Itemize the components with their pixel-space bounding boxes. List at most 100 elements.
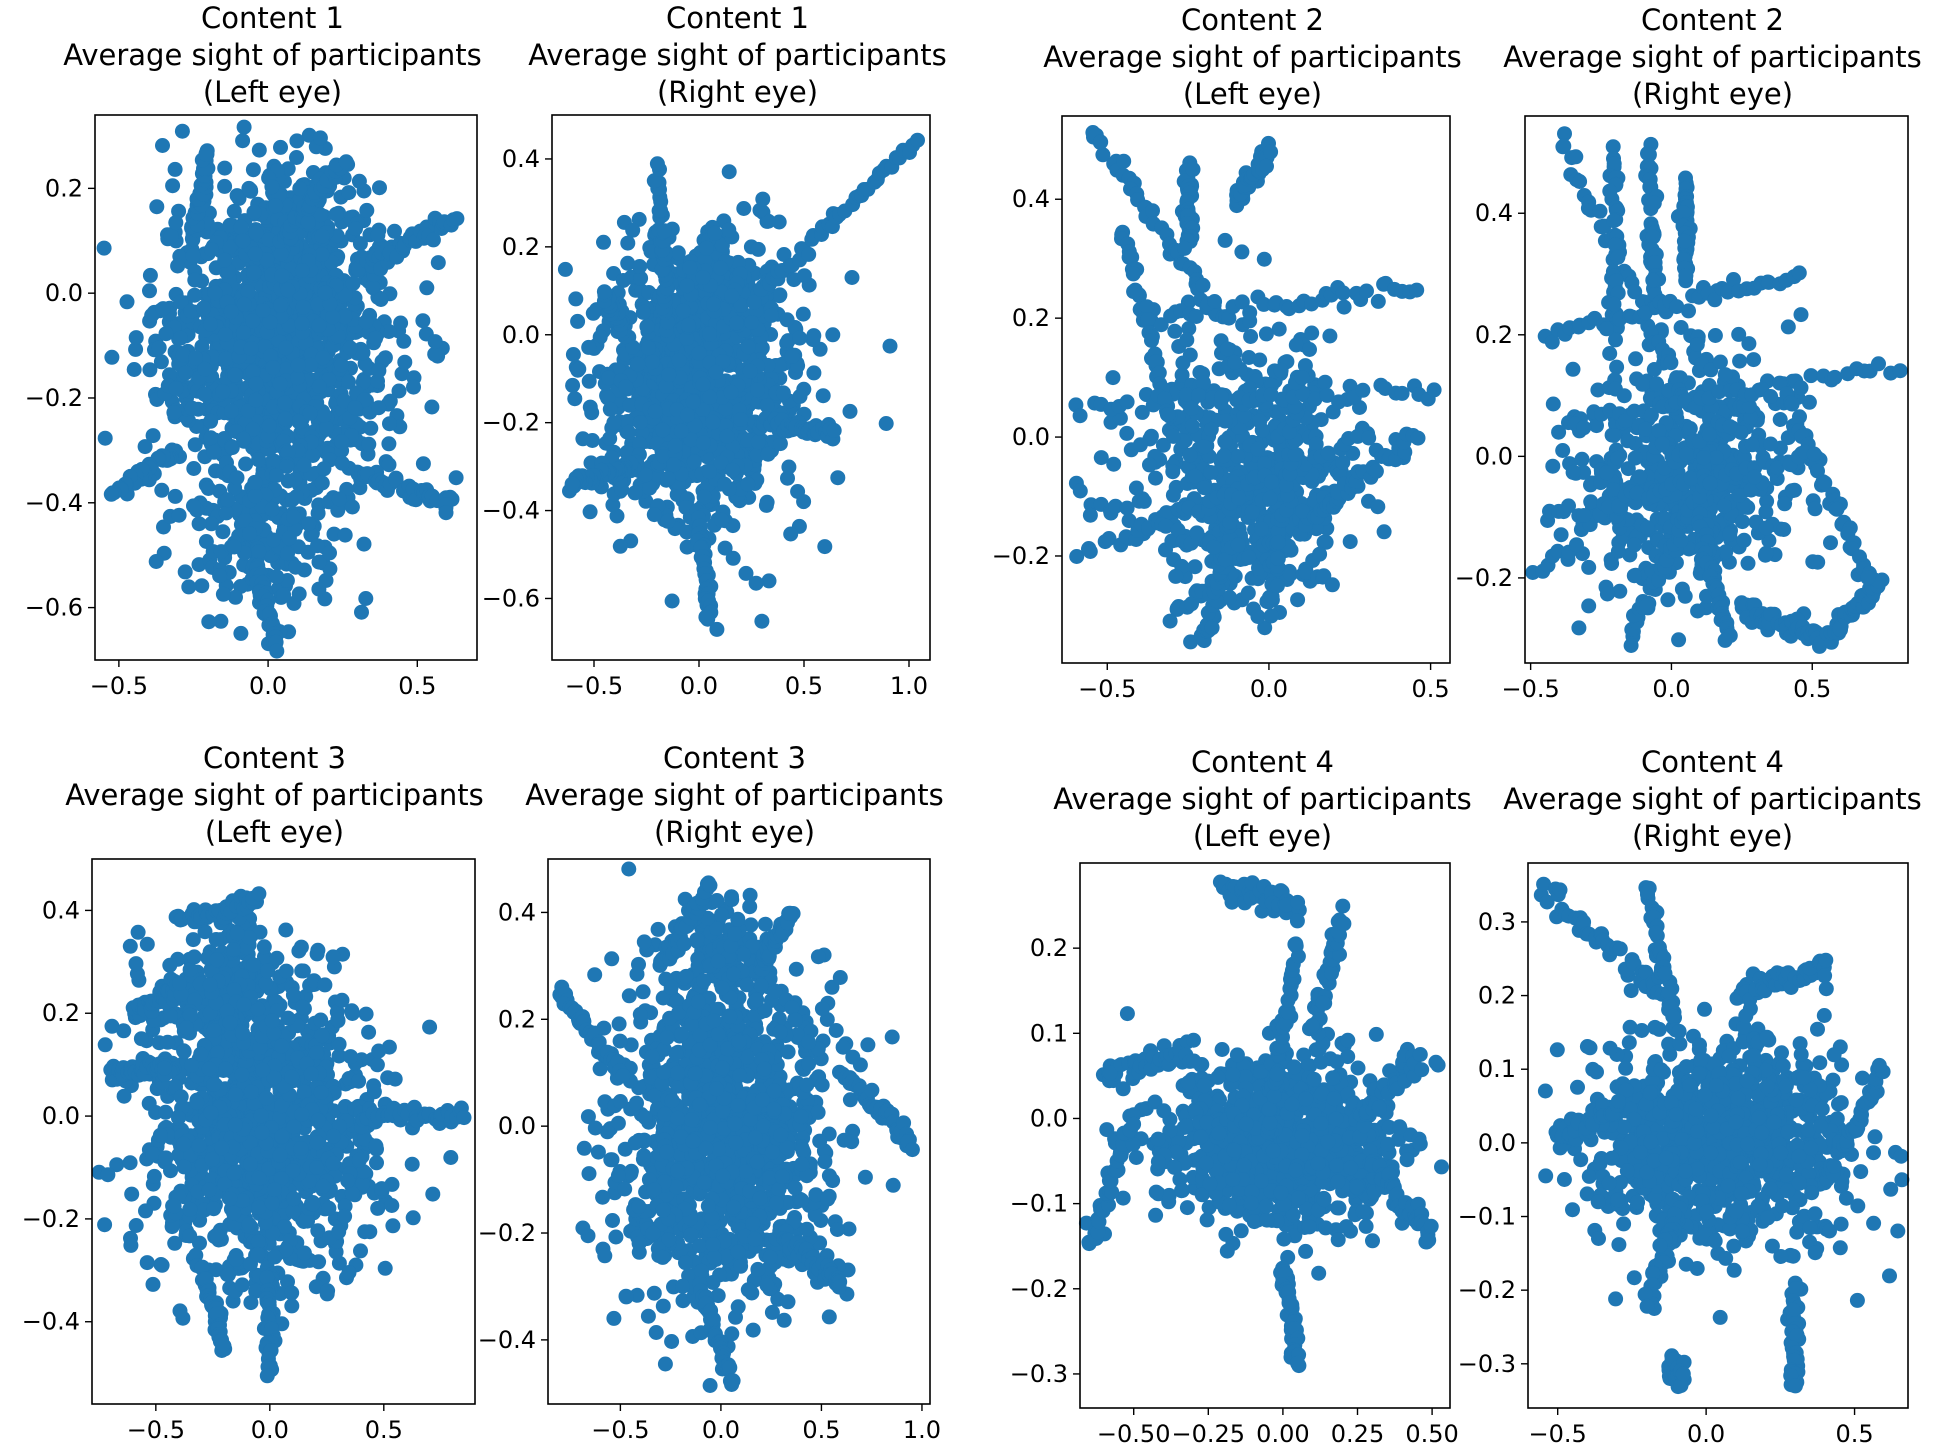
scatter-point xyxy=(301,516,317,532)
scatter-point xyxy=(1259,158,1274,174)
scatter-point xyxy=(1187,468,1203,484)
scatter-point xyxy=(224,440,240,456)
scatter-point xyxy=(1606,156,1622,172)
scatter-point xyxy=(1682,421,1698,436)
scatter-point xyxy=(910,132,925,148)
scatter-point xyxy=(1184,596,1199,612)
title-line-content: Content 2 xyxy=(1640,3,1784,37)
scatter-point xyxy=(356,536,372,552)
scatter-point xyxy=(1069,549,1085,564)
scatter-point xyxy=(1675,205,1691,221)
scatter-point xyxy=(292,181,308,197)
scatter-point xyxy=(1112,410,1128,426)
scatter-point xyxy=(635,304,651,320)
scatter-point xyxy=(370,227,386,243)
scatter-point xyxy=(1174,367,1190,383)
scatter-point xyxy=(695,376,711,392)
scatter-point xyxy=(361,436,377,452)
scatter-point xyxy=(163,228,179,244)
scatter-point xyxy=(656,223,672,239)
scatter-point xyxy=(721,222,737,238)
scatter-point xyxy=(708,364,724,380)
scatter-point xyxy=(1168,568,1184,584)
scatter-point xyxy=(1294,370,1310,386)
scatter-point xyxy=(633,270,649,286)
scatter-point xyxy=(1733,425,1749,440)
scatter-point xyxy=(639,318,655,334)
scatter-point xyxy=(212,568,228,584)
scatter-point xyxy=(165,178,181,194)
scatter-point xyxy=(1628,351,1644,367)
scatter-point xyxy=(702,326,717,342)
scatter-point xyxy=(817,539,833,555)
scatter-points xyxy=(1525,126,1908,654)
scatter-point xyxy=(1551,424,1567,440)
scatter-point xyxy=(749,447,765,463)
scatter-point xyxy=(882,338,898,354)
scatter-point xyxy=(1759,493,1775,509)
scatter-point xyxy=(1278,477,1294,493)
scatter-point xyxy=(660,513,676,529)
scatter-point xyxy=(371,363,387,379)
scatter-point xyxy=(347,400,363,416)
scatter-point xyxy=(231,190,247,206)
scatter-point xyxy=(627,485,643,501)
scatter-point xyxy=(780,470,795,486)
scatter-point xyxy=(248,392,264,408)
scatter-point xyxy=(128,341,144,357)
scatter-point xyxy=(372,180,387,196)
scatter-point xyxy=(145,428,161,444)
scatter-point xyxy=(1606,213,1622,229)
scatter-point xyxy=(705,414,721,430)
scatter-point xyxy=(1290,592,1306,608)
scatter-point xyxy=(302,405,318,421)
scatter-point xyxy=(248,376,264,392)
title-line-eye: (Right eye) xyxy=(656,75,819,109)
scatter-point xyxy=(1164,533,1180,549)
scatter-point xyxy=(1148,470,1163,486)
scatter-point xyxy=(1602,183,1618,199)
scatter-point xyxy=(148,554,164,569)
scatter-point xyxy=(207,285,223,301)
scatter-point xyxy=(792,330,808,346)
scatter-point xyxy=(686,454,702,470)
scatter-point xyxy=(1121,513,1137,529)
scatter-point xyxy=(269,643,285,659)
scatter-point xyxy=(310,538,325,554)
scatter-point xyxy=(1095,147,1111,163)
scatter-point xyxy=(358,314,374,330)
scatter-point xyxy=(1262,490,1278,506)
scatter-point xyxy=(177,564,193,580)
scatter-point xyxy=(1288,337,1304,353)
scatter-point xyxy=(236,296,252,312)
scatter-point xyxy=(265,360,281,376)
scatter-point xyxy=(430,255,446,271)
scatter-point xyxy=(1654,436,1670,452)
scatter-point xyxy=(625,222,641,238)
scatter-point xyxy=(448,470,464,486)
scatter-point xyxy=(666,457,682,473)
scatter-point xyxy=(673,423,689,439)
panel-title: Content 4 Average sight of participants … xyxy=(1490,744,1935,855)
scatter-point xyxy=(184,400,200,416)
scatter-point xyxy=(201,614,217,630)
scatter-point xyxy=(217,178,233,194)
scatter-point xyxy=(338,154,354,170)
scatter-point xyxy=(1126,284,1142,300)
scatter-point xyxy=(233,625,249,641)
scatter-point xyxy=(1605,139,1621,155)
scatter-point xyxy=(303,527,319,543)
scatter-point xyxy=(1731,326,1747,342)
scatter-point xyxy=(632,436,648,452)
scatter-point xyxy=(1128,480,1144,496)
scatter-point xyxy=(796,268,812,284)
scatter-point xyxy=(667,438,683,454)
scatter-point xyxy=(1599,465,1615,481)
panel-title: Content 3 Average sight of participants … xyxy=(52,740,497,851)
scatter-point xyxy=(1722,526,1738,542)
axes-frame xyxy=(1061,115,1451,664)
scatter-point xyxy=(273,297,289,313)
scatter-point xyxy=(679,278,695,294)
scatter-point xyxy=(1116,153,1132,169)
scatter-point xyxy=(191,516,207,532)
